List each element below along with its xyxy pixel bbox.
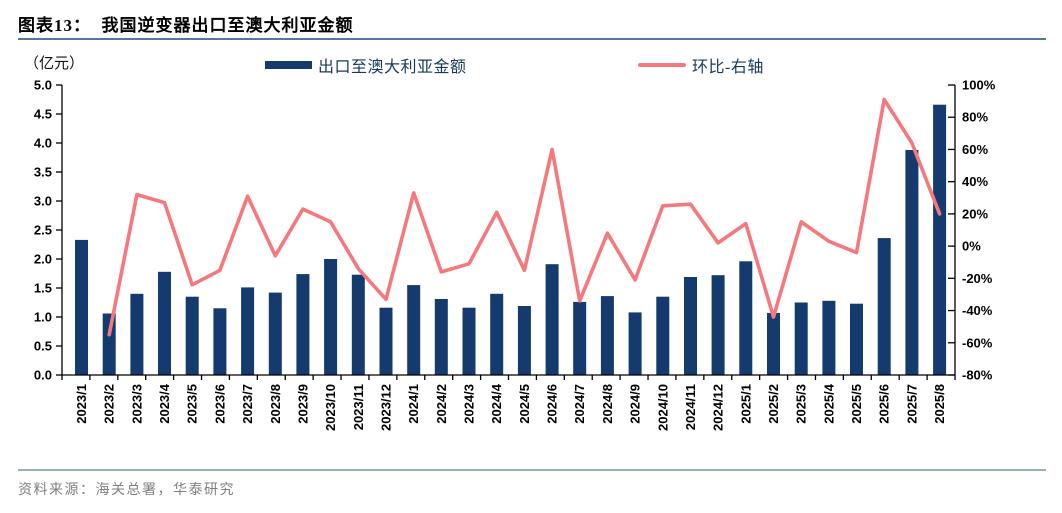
x-axis-category-label: 2024/6 <box>545 384 560 424</box>
footer-rule <box>18 469 1046 471</box>
bar <box>379 307 393 375</box>
left-axis-tick-label: 2.0 <box>34 252 52 267</box>
x-axis-category-label: 2025/4 <box>821 383 836 424</box>
right-axis-tick-label: 80% <box>962 110 988 125</box>
left-axis-unit-label: （亿元） <box>24 56 85 72</box>
x-axis-category-label: 2023/12 <box>379 384 394 431</box>
x-axis-category-label: 2023/3 <box>129 384 144 424</box>
x-axis-category-label: 2024/1 <box>406 384 421 424</box>
mom-ratio-line <box>107 97 942 337</box>
bar <box>130 293 144 375</box>
x-axis-category-label: 2024/2 <box>434 384 449 424</box>
x-axis-category-label: 2024/9 <box>628 384 643 424</box>
bar <box>102 313 116 375</box>
left-axis-tick-label: 1.5 <box>34 281 52 296</box>
bar <box>462 307 476 375</box>
bar <box>324 259 338 375</box>
right-axis-tick-label: -40% <box>962 303 993 318</box>
bar <box>656 296 670 375</box>
left-axis-tick-label: 3.0 <box>34 194 52 209</box>
bar <box>739 261 753 375</box>
bar <box>213 308 227 375</box>
x-axis-category-label: 2024/11 <box>683 384 698 430</box>
x-axis-category-label: 2023/6 <box>212 384 227 424</box>
x-axis-category-label: 2023/9 <box>295 384 310 424</box>
bar <box>75 239 88 375</box>
bar <box>296 274 310 375</box>
bar <box>600 296 614 375</box>
source-note: 资料来源：海关总署，华泰研究 <box>18 483 235 498</box>
bar <box>711 275 725 375</box>
right-axis-tick-label: -60% <box>962 335 993 350</box>
x-axis-category-label: 2024/8 <box>600 384 615 424</box>
bar <box>185 296 199 375</box>
x-axis-category-label: 2025/1 <box>738 384 753 424</box>
x-axis-category-label: 2024/10 <box>655 384 670 431</box>
left-axis-tick-label: 1.0 <box>34 310 52 325</box>
right-axis-tick-label: 0% <box>962 239 981 254</box>
x-axis-category-label: 2023/10 <box>323 384 338 431</box>
x-axis-category-label: 2025/3 <box>794 384 809 424</box>
bar <box>767 312 780 375</box>
bar <box>351 274 365 375</box>
bar <box>905 150 919 375</box>
bar <box>628 312 642 375</box>
left-axis-tick-label: 0.0 <box>34 368 52 383</box>
bar <box>407 285 421 375</box>
legend-label-mom-ratio: 环比-右轴 <box>692 59 764 76</box>
x-axis-category-label: 2024/4 <box>489 383 504 424</box>
legend-label-export-amount: 出口至澳大利亚金额 <box>318 59 467 76</box>
x-axis-category-label: 2023/11 <box>351 384 366 430</box>
x-axis-category-label: 2023/1 <box>74 384 89 424</box>
bar <box>822 300 836 375</box>
bar <box>573 301 587 375</box>
left-axis-tick-label: 0.5 <box>34 339 52 354</box>
bar <box>794 302 808 375</box>
x-axis-category-label: 2024/7 <box>572 384 587 424</box>
x-axis-category-label: 2025/5 <box>849 384 864 424</box>
x-axis-category-label: 2023/4 <box>157 383 172 424</box>
bar-series-swatch <box>265 61 312 69</box>
left-axis-tick-label: 4.5 <box>34 107 52 122</box>
bar <box>517 306 531 375</box>
bar <box>158 271 171 375</box>
x-axis-category-label: 2025/8 <box>932 384 947 424</box>
bar <box>241 287 255 375</box>
left-axis-tick-label: 3.5 <box>34 165 52 180</box>
x-axis-category-label: 2025/2 <box>766 384 781 424</box>
x-axis-category-label: 2024/5 <box>517 384 532 424</box>
right-axis-tick-label: 20% <box>962 206 988 221</box>
bar <box>434 299 448 375</box>
bar <box>684 277 697 375</box>
x-axis-category-label: 2025/6 <box>877 384 892 424</box>
left-axis-tick-label: 4.0 <box>34 136 52 151</box>
line-series-swatch <box>638 63 686 67</box>
right-axis-tick-label: -80% <box>962 368 993 383</box>
bar <box>877 238 891 375</box>
bar <box>268 292 282 375</box>
right-axis-tick-label: 60% <box>962 142 988 157</box>
left-axis-tick-label: 5.0 <box>34 78 52 93</box>
bar <box>850 303 863 375</box>
bar <box>933 104 947 375</box>
x-axis-category-label: 2024/12 <box>711 384 726 431</box>
x-axis-category-label: 2024/3 <box>462 384 477 424</box>
x-axis-category-label: 2023/5 <box>185 384 200 424</box>
bar <box>545 264 559 375</box>
x-axis-category-label: 2023/2 <box>102 384 117 424</box>
bar <box>490 293 504 375</box>
right-axis-tick-label: -20% <box>962 271 993 286</box>
chart-title: 图表13： 我国逆变器出口至澳大利亚金额 <box>18 16 354 35</box>
x-axis-category-label: 2025/7 <box>904 384 919 424</box>
legend-item-export-amount: 出口至澳大利亚金额 <box>265 56 467 76</box>
right-axis-tick-label: 100% <box>962 78 996 93</box>
title-underline <box>18 38 1046 40</box>
legend-item-mom-ratio: 环比-右轴 <box>638 56 764 76</box>
right-axis-tick-label: 40% <box>962 174 988 189</box>
left-axis-tick-label: 2.5 <box>34 223 52 238</box>
x-axis-category-label: 2023/8 <box>268 384 283 424</box>
x-axis-category-label: 2023/7 <box>240 384 255 424</box>
